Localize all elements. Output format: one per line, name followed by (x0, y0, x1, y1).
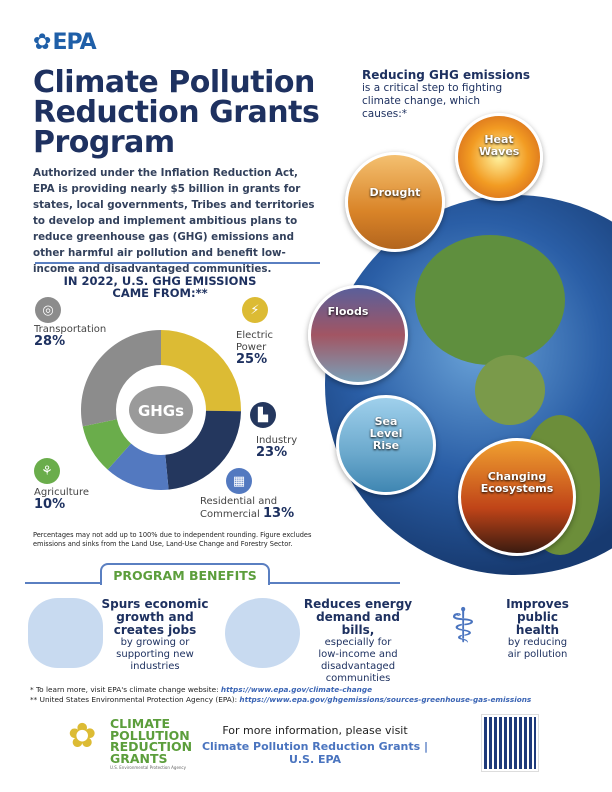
divider (35, 262, 320, 264)
factory-icon: ▙ (250, 402, 276, 428)
label-residential: Residential and Commercial 13% (200, 496, 295, 521)
power-tower-icon: ⚡ (242, 297, 268, 323)
impact-floods: Floods (308, 285, 408, 385)
climate-change-link[interactable]: https://www.epa.gov/climate-change (220, 685, 373, 694)
cprg-flower-icon: ✿ (68, 716, 97, 756)
jobs-illustration (28, 598, 103, 668)
caduceus-icon: ⚕ (450, 598, 476, 654)
label-transportation: Transportation 28% (34, 324, 107, 349)
more-info-text: For more information, please visit (222, 724, 408, 737)
donut-slice-residential-and-commercial (107, 443, 169, 490)
ghg-sources-link[interactable]: https://www.epa.gov/ghgemissions/sources… (239, 695, 532, 704)
building-icon: ▦ (226, 468, 252, 494)
donut-slice-industry (165, 410, 241, 490)
impacts-subtitle: is a critical step to fighting climate c… (362, 82, 503, 120)
footnote-2: ** United States Environmental Protectio… (30, 695, 532, 704)
qr-code[interactable] (481, 714, 539, 772)
benefits-title: PROGRAM BENEFITS (100, 563, 270, 585)
donut-slice-transportation (80, 330, 161, 427)
intro-text: Authorized under the Inflation Reduction… (33, 167, 315, 275)
epa-flower-icon: ✿ (33, 30, 51, 55)
impact-heat-waves: Heat Waves (455, 113, 543, 201)
benefit-jobs: Spurs economic growth and creates jobs by… (101, 597, 209, 673)
impact-changing-ecosystems: Changing Ecosystems (458, 438, 576, 556)
cprg-logo-sub: U.S. Environmental Protection Agency (110, 765, 187, 770)
label-electric-power: Electric Power 25% (236, 330, 274, 367)
footnote-1: * To learn more, visit EPA's climate cha… (30, 685, 373, 694)
cprg-logo: CLIMATE POLLUTION REDUCTION GRANTS (110, 716, 193, 766)
impact-drought: Drought (345, 152, 445, 252)
cprg-website-link[interactable]: Climate Pollution Reduction Grants | U.S… (201, 740, 429, 766)
page-title: Climate Pollution Reduction Grants Progr… (33, 65, 320, 160)
ghg-cloud-icon (129, 386, 193, 434)
energy-house-illustration (225, 598, 300, 668)
impacts-title: Reducing GHG emissions (362, 68, 531, 82)
steering-wheel-icon: ◎ (35, 297, 61, 323)
impact-sea-level-rise: Sea Level Rise (336, 395, 436, 495)
donut-center-label: GHGs (138, 402, 184, 420)
crops-icon: ⚘ (34, 458, 60, 484)
chart-title: IN 2022, U.S. GHG EMISSIONS CAME FROM:** (63, 274, 257, 300)
ghg-donut-chart: GHGs (80, 330, 241, 490)
donut-slice-electric-power (161, 330, 241, 412)
benefit-energy: Reduces energy demand and bills, especial… (303, 597, 413, 685)
label-industry: Industry 23% (256, 435, 298, 460)
label-agriculture: Agriculture 10% (34, 487, 89, 512)
epa-logo: ✿ EPA (33, 30, 97, 55)
donut-slice-agriculture (82, 419, 131, 470)
chart-note: Percentages may not add up to 100% due t… (33, 531, 312, 548)
benefit-health: Improves public health by reducing air po… (506, 597, 569, 661)
